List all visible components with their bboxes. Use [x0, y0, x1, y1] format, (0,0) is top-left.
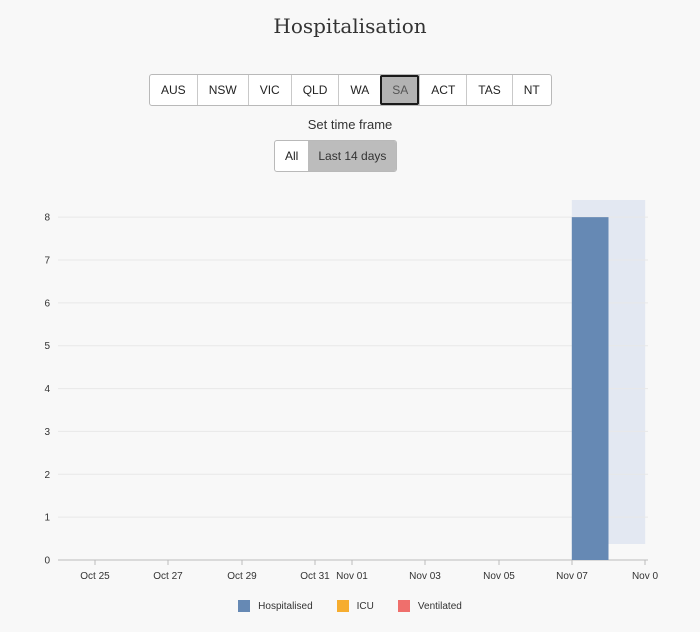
y-tick-label: 5 — [44, 341, 50, 352]
legend-item-ventilated[interactable]: Ventilated — [397, 600, 462, 612]
region-button-sa[interactable]: SA — [380, 75, 420, 105]
region-button-aus[interactable]: AUS — [161, 83, 186, 97]
x-tick-label: Oct 27 — [153, 571, 183, 582]
legend-swatch — [336, 600, 349, 612]
legend-label: ICU — [356, 600, 374, 612]
y-tick-label: 0 — [44, 556, 50, 567]
region-button-qld[interactable]: QLD — [290, 75, 339, 105]
timeframe-option-all[interactable]: All — [285, 149, 299, 163]
y-tick-label: 2 — [44, 470, 50, 481]
legend-swatch — [397, 600, 410, 612]
legend-swatch — [238, 600, 251, 612]
legend-item-icu[interactable]: ICU — [336, 600, 374, 612]
bar-hospitalised — [571, 217, 609, 560]
y-tick-label: 7 — [44, 256, 50, 267]
timeframe-label: Set time frame — [307, 117, 393, 132]
region-button-act[interactable]: ACT — [419, 75, 466, 105]
y-tick-label: 3 — [44, 427, 50, 438]
region-button-wa[interactable]: WA — [338, 75, 380, 105]
timeframe-selector: All Last 14 days — [274, 140, 398, 172]
chart-title: Hospitalisation — [273, 14, 427, 38]
x-tick-label: Nov 01 — [336, 571, 368, 582]
region-selector: AUS NSW VIC QLD WA SA ACT TAS NT — [149, 74, 552, 106]
region-button-vic[interactable]: VIC — [247, 75, 291, 105]
y-tick-label: 1 — [44, 513, 50, 524]
y-tick-label: 6 — [44, 298, 50, 309]
x-tick-label: Nov 05 — [483, 571, 515, 582]
legend-item-hospitalised[interactable]: Hospitalised — [238, 600, 313, 612]
region-button-tas[interactable]: TAS — [466, 75, 511, 105]
legend-label: Ventilated — [417, 600, 462, 612]
x-tick-label: Nov 03 — [409, 571, 441, 582]
y-tick-label: 8 — [44, 213, 50, 224]
region-button-nsw[interactable]: NSW — [196, 75, 248, 105]
legend-label: Hospitalised — [258, 600, 313, 612]
x-tick-label: Nov 07 — [556, 571, 588, 582]
region-button-nt[interactable]: NT — [511, 75, 551, 105]
timeframe-option-last-14-days[interactable]: Last 14 days — [308, 141, 397, 171]
x-tick-label: Oct 25 — [80, 571, 110, 582]
chart-legend: Hospitalised ICU Ventilated — [0, 600, 700, 612]
x-tick-label: Oct 29 — [227, 571, 257, 582]
y-tick-label: 4 — [44, 384, 50, 395]
x-tick-label: Oct 31 — [300, 571, 330, 582]
x-tick-label: Nov 0 — [632, 571, 659, 582]
